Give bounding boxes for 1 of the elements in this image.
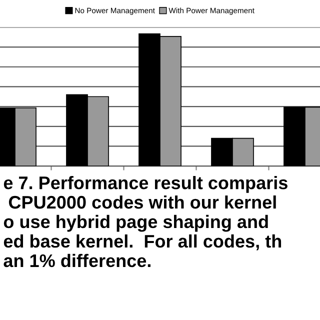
- text: e 7. Performance result comparis CPU2000 codes with our kernel o use hybrid page shaping and ed base kernel. For all codes, th an 1% difference.: [4, 176, 288, 268]
